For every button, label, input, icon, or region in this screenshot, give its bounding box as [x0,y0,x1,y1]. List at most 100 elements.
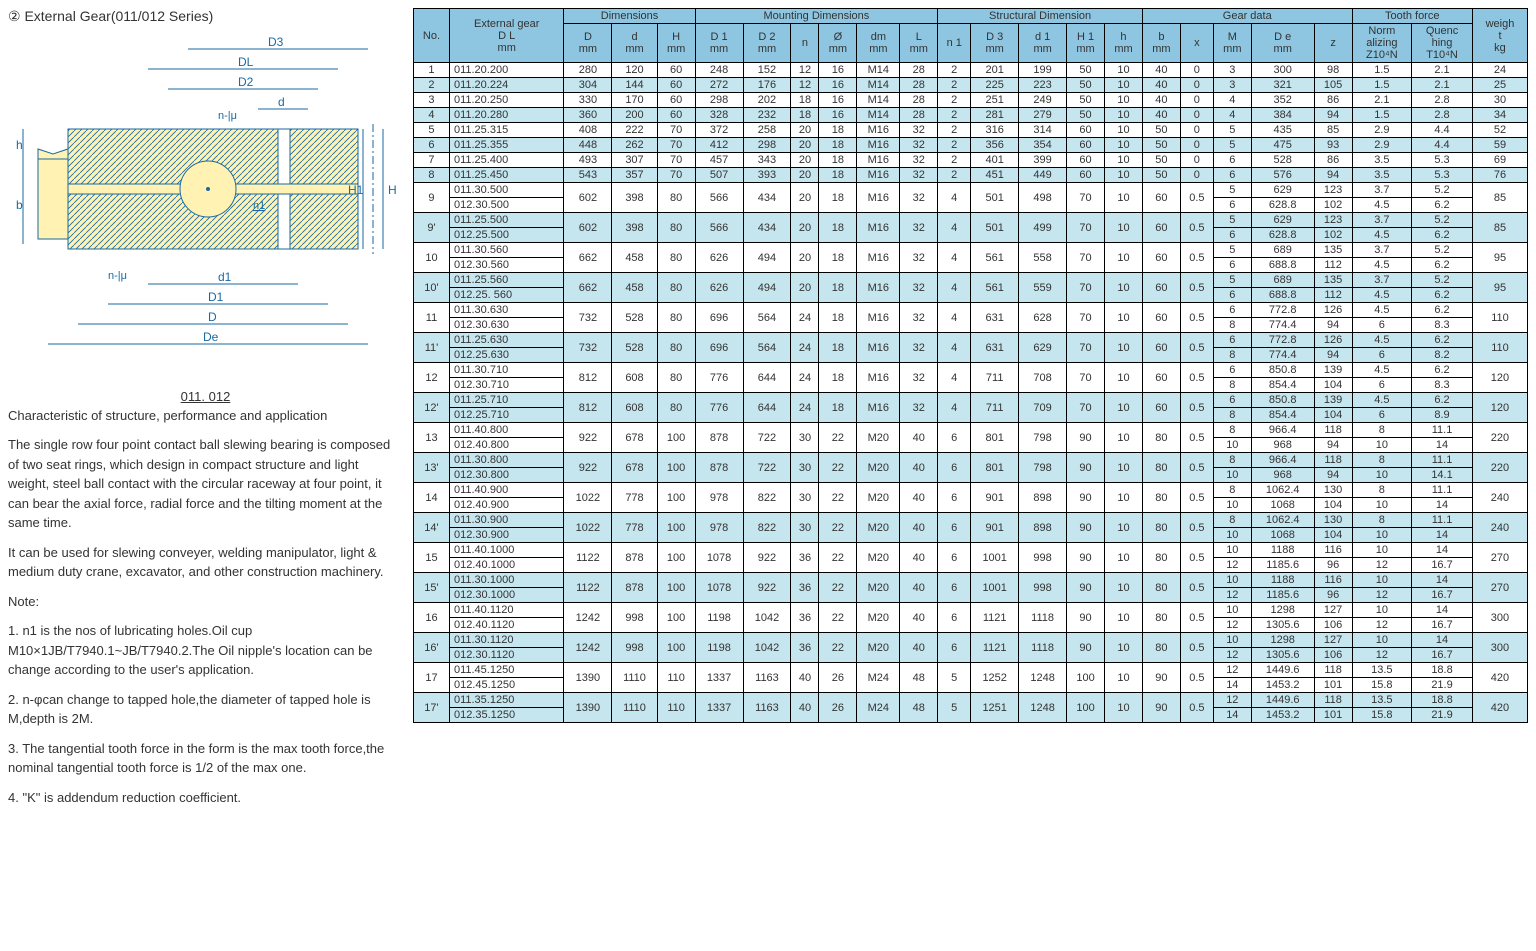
table-cell: 110 [657,693,695,723]
table-cell: 2 [938,138,971,153]
table-cell: 1252 [971,663,1019,693]
svg-text:n1: n1 [253,200,265,212]
table-cell: 10 [1105,273,1143,303]
col-dimensions: Dimensions [564,9,695,24]
table-cell: 16 [819,63,857,78]
table-cell: 10 [1105,78,1143,93]
table-cell: 0 [1180,168,1213,183]
table-cell: 135 [1314,243,1352,258]
table-cell: 18.8 [1412,693,1473,708]
table-cell: 343 [743,153,791,168]
table-cell: 564 [743,303,791,333]
table-cell: 608 [612,393,657,423]
table-cell: 10 [1105,633,1143,663]
table-cell: 629 [1251,213,1314,228]
table-cell: 69 [1472,153,1527,168]
svg-text:b: b [16,198,23,212]
characteristics-heading: Characteristic of structure, performance… [8,408,403,423]
table-cell: 4.5 [1352,198,1412,213]
table-cell: 6 [1352,348,1412,363]
note-heading: Note: [8,592,403,612]
table-cell: 012.30.560 [449,258,564,273]
col-phi: Ø mm [819,24,857,63]
table-cell: 40 [1142,63,1180,78]
table-cell: 20 [791,213,819,243]
table-cell: 878 [695,453,743,483]
table-cell: 507 [695,168,743,183]
table-cell: 32 [900,123,938,138]
table-cell: 90 [1067,573,1105,603]
table-cell: 1062.4 [1251,513,1314,528]
table-cell: 101 [1314,708,1352,723]
table-cell: 14 [1412,633,1473,648]
table-cell: 0.5 [1180,213,1213,243]
table-cell: 106 [1314,618,1352,633]
svg-text:D2: D2 [238,75,254,89]
table-cell: 012.40.900 [449,498,564,513]
table-cell: 774.4 [1251,348,1314,363]
table-cell: 012.30.1000 [449,588,564,603]
table-cell: 34 [1472,108,1527,123]
table-cell: 60 [657,93,695,108]
table-cell: 24 [791,363,819,393]
table-cell: 011.35.1250 [449,693,564,708]
table-cell: 20 [791,183,819,213]
table-cell: M16 [857,363,900,393]
table-cell: 10 [1352,468,1412,483]
table-cell: 28 [900,108,938,123]
table-cell: 10 [1352,603,1412,618]
svg-text:D1: D1 [208,290,224,304]
table-cell: 501 [971,213,1019,243]
table-cell: M16 [857,393,900,423]
table-cell: 60 [1142,183,1180,213]
table-cell: 850.8 [1251,363,1314,378]
table-cell: 3.7 [1352,243,1412,258]
table-cell: 127 [1314,603,1352,618]
table-cell: 408 [564,123,612,138]
table-cell: 14 [1412,543,1473,558]
table-cell: 776 [695,363,743,393]
table-cell: 412 [695,138,743,153]
table-cell: 14 [414,483,450,513]
table-cell: 0.5 [1180,603,1213,633]
table-cell: 16 [819,108,857,123]
table-cell: 80 [657,333,695,363]
table-cell: 223 [1019,78,1067,93]
table-cell: 1068 [1251,528,1314,543]
table-cell: 012.30.1120 [449,648,564,663]
table-cell: 644 [743,393,791,423]
table-cell: 120 [1472,393,1527,423]
col-d1: d 1 mm [1019,24,1067,63]
table-cell: 14' [414,513,450,543]
table-cell: M20 [857,573,900,603]
table-row: 3011.20.250330170602982021816M1428225124… [414,93,1528,108]
table-cell: 94 [1314,438,1352,453]
table-cell: 104 [1314,408,1352,423]
table-cell: 501 [971,183,1019,213]
table-cell: 60 [1142,333,1180,363]
table-cell: 708 [1019,363,1067,393]
table-cell: 90 [1067,453,1105,483]
table-cell: 26 [819,663,857,693]
description-para-1: The single row four point contact ball s… [8,435,403,533]
table-cell: 1305.6 [1251,648,1314,663]
table-cell: 11.1 [1412,453,1473,468]
table-cell: 012.25.710 [449,408,564,423]
table-cell: 494 [743,243,791,273]
table-cell: 6.2 [1412,303,1473,318]
table-cell: M20 [857,423,900,453]
table-cell: 98 [1314,63,1352,78]
table-cell: 118 [1314,663,1352,678]
table-cell: 20 [791,273,819,303]
table-cell: 4 [414,108,450,123]
table-cell: 5 [414,123,450,138]
table-cell: 854.4 [1251,378,1314,393]
table-cell: 316 [971,123,1019,138]
table-cell: 0.5 [1180,663,1213,693]
table-cell: 4 [1213,93,1251,108]
table-cell: 60 [1067,153,1105,168]
table-cell: 1078 [695,573,743,603]
col-H1: H 1 mm [1067,24,1105,63]
table-cell: 850.8 [1251,393,1314,408]
svg-text:n-|μ: n-|μ [218,110,237,122]
